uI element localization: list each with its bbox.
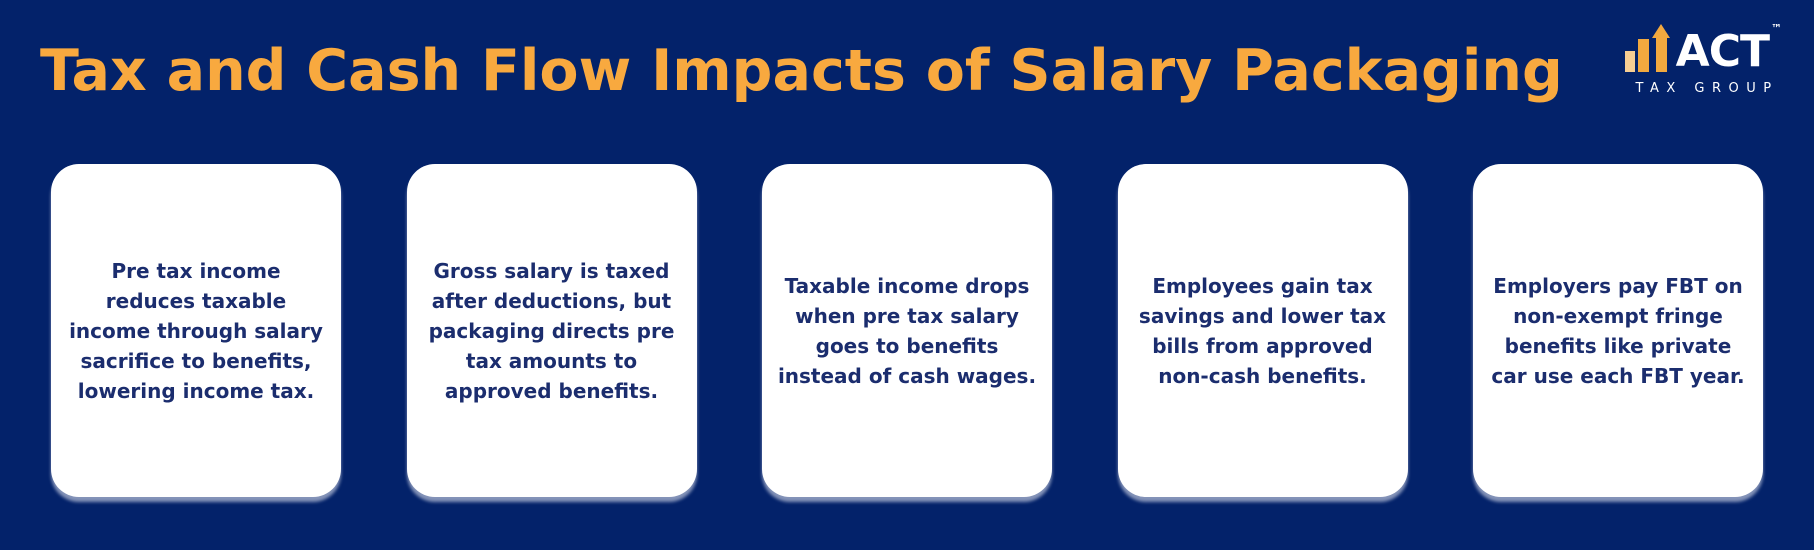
- info-card-pre-tax-income: Pre tax income reduces taxable income th…: [51, 164, 341, 497]
- info-card-taxable-income-drops: Taxable income drops when pre tax salary…: [762, 164, 1052, 497]
- card-text: Employees gain tax savings and lower tax…: [1138, 273, 1387, 388]
- card-text: Employers pay FBT on non-exempt fringe b…: [1491, 273, 1745, 388]
- logo-subtitle: TAX GROUP: [1635, 81, 1779, 96]
- card-text: Pre tax income reduces taxable income th…: [69, 258, 323, 403]
- info-card-employee-tax-savings: Employees gain tax savings and lower tax…: [1117, 164, 1408, 497]
- up-arrow-head: [1651, 24, 1670, 38]
- trademark-symbol: ™: [1771, 22, 1782, 35]
- logo-wordmark: ACT: [1675, 26, 1770, 77]
- card-text: Gross salary is taxed after deductions, …: [428, 258, 675, 403]
- bar-chart-bar-medium: [1637, 39, 1649, 72]
- logo-top-row: ACT ™: [1624, 22, 1782, 77]
- page-title: Tax and Cash Flow Impacts of Salary Pack…: [40, 38, 1563, 104]
- bar-chart-bar-small: [1624, 51, 1635, 72]
- act-tax-group-logo: ACT ™ TAX GROUP: [1624, 22, 1782, 96]
- up-arrow-icon: [1651, 24, 1671, 72]
- info-card-employer-fbt: Employers pay FBT on non-exempt fringe b…: [1473, 164, 1763, 497]
- up-arrow-stem: [1655, 35, 1667, 72]
- info-cards-row: Pre tax income reduces taxable income th…: [0, 164, 1814, 497]
- card-text: Taxable income drops when pre tax salary…: [777, 273, 1037, 388]
- rising-bar-chart-arrow-icon: [1624, 24, 1671, 72]
- info-card-gross-salary: Gross salary is taxed after deductions, …: [406, 164, 697, 497]
